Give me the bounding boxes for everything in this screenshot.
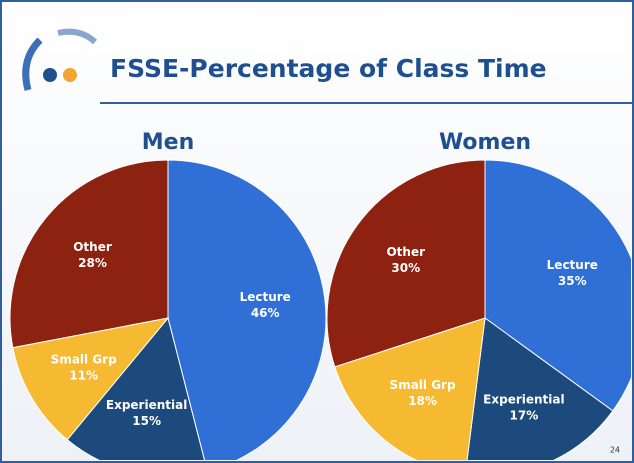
slice-category: Lecture <box>240 290 291 304</box>
slice-value-label: 35% <box>558 274 587 288</box>
slice-category: Small Grp <box>51 352 117 366</box>
slice-value-label: 11% <box>69 368 98 382</box>
slice-category: Experiential <box>106 398 187 412</box>
slice-category: Other <box>386 245 425 259</box>
slice-value-label: 46% <box>251 306 280 320</box>
slice-category: Lecture <box>547 258 598 272</box>
page-number: 24 <box>610 446 620 455</box>
pie-slice <box>466 317 614 460</box>
pie-slice <box>334 317 486 460</box>
slice-category: Small Grp <box>390 378 456 392</box>
pie-slice <box>484 159 631 412</box>
charts: Men Lecture 46% Experiential 15% Small Grp 11%… <box>9 130 631 460</box>
pie-title: Men <box>142 130 194 155</box>
pie-slice <box>167 159 327 460</box>
pie-slice <box>66 316 205 460</box>
slice-value-label: 30% <box>391 261 420 275</box>
slice-value-label: 15% <box>132 414 161 428</box>
slice-value-label: 18% <box>408 394 437 408</box>
slice-category: Experiential <box>483 392 564 406</box>
slice-value-label: 28% <box>78 256 107 270</box>
pie-slice <box>326 159 486 368</box>
slide-title: FSSE-Percentage of Class Time <box>110 54 547 83</box>
pie-slice <box>9 159 169 349</box>
pie-title: Women <box>439 130 531 155</box>
slice-category: Other <box>73 240 112 254</box>
pie-slice <box>12 317 170 441</box>
slice-value-label: 17% <box>510 408 539 422</box>
logo <box>22 28 98 91</box>
